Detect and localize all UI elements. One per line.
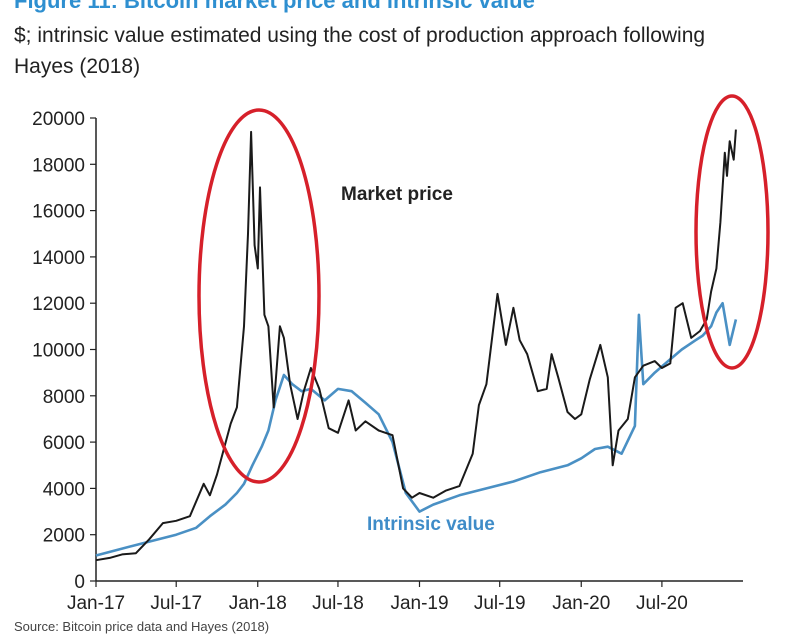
x-tick-label: Jul-17 <box>150 593 202 614</box>
x-tick-label: Jul-18 <box>312 593 364 614</box>
y-tick-label: 16000 <box>32 202 85 223</box>
y-tick-label: 6000 <box>43 433 85 454</box>
chart-series-layer <box>95 129 738 562</box>
highlight-ellipse-2017-peak <box>197 108 321 484</box>
chart-axes: 0 2000 4000 6000 8000 10000 12000 14000 16000 180… <box>32 109 743 614</box>
y-tick-label: 18000 <box>32 155 85 176</box>
figure-title: Figure 11: Bitcoin market price and intr… <box>14 0 535 13</box>
highlight-layer <box>197 94 770 484</box>
market-price-annotation: Market price <box>341 184 453 205</box>
y-tick-label: 20000 <box>32 109 85 130</box>
x-tick-label: Jan-17 <box>67 593 125 614</box>
x-tick-label: Jan-19 <box>390 593 448 614</box>
x-tick-label: Jan-18 <box>229 593 287 614</box>
y-tick-label: 4000 <box>43 479 85 500</box>
chart-source: Source: Bitcoin price data and Hayes (20… <box>14 619 270 634</box>
x-tick-label: Jul-19 <box>474 593 526 614</box>
y-tick-label: 14000 <box>32 248 85 269</box>
x-tick-label: Jul-20 <box>636 593 688 614</box>
highlight-ellipse-2020-peak <box>694 94 770 370</box>
y-tick-label: 8000 <box>43 387 85 408</box>
y-tick-label: 10000 <box>32 341 85 362</box>
y-tick-label: 12000 <box>32 294 85 315</box>
y-tick-label: 0 <box>74 572 85 593</box>
x-tick-label: Jan-20 <box>552 593 610 614</box>
chart-subtitle: $; intrinsic value estimated using the c… <box>14 24 706 78</box>
market-price-line <box>95 129 737 562</box>
y-tick-label: 2000 <box>43 526 85 547</box>
intrinsic-value-annotation: Intrinsic value <box>367 514 495 535</box>
